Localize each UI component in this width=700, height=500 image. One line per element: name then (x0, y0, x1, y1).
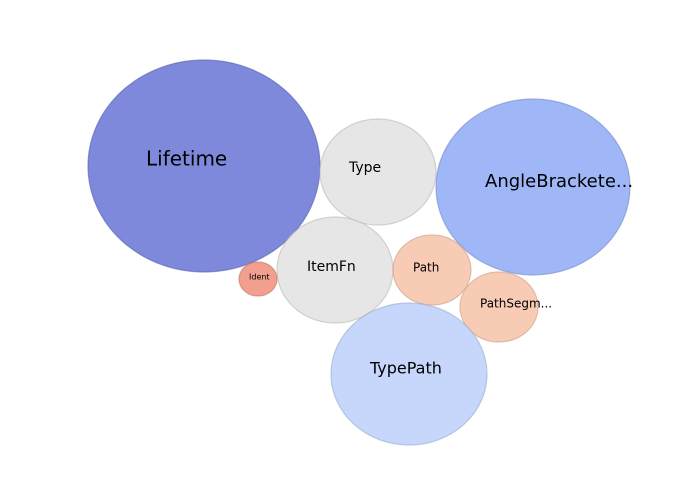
bubble-circle (392, 234, 472, 306)
bubble-type: Type (319, 118, 437, 226)
bubble-label: ItemFn (307, 259, 356, 275)
bubble-circle (238, 261, 278, 297)
bubble-typepath: TypePath (330, 302, 488, 446)
bubble-circle (319, 118, 437, 226)
bubble-label: Lifetime (146, 147, 227, 171)
bubble-label: Path (413, 261, 439, 275)
bubble-circle (435, 98, 631, 276)
bubble-label: TypePath (369, 359, 442, 378)
bubble-label: PathSegm... (480, 297, 552, 311)
bubble-label: Type (348, 160, 381, 176)
bubble-pathsegm: PathSegm... (459, 271, 552, 343)
bubble-anglebrackete: AngleBrackete... (435, 98, 633, 276)
bubble-ident: Ident (238, 261, 278, 297)
bubble-itemfn: ItemFn (276, 216, 394, 324)
bubble-label: Ident (249, 273, 270, 282)
bubble-circle (330, 302, 488, 446)
bubble-circle (459, 271, 539, 343)
bubble-lifetime: Lifetime (87, 59, 321, 273)
bubble-path: Path (392, 234, 472, 306)
bubble-label: AngleBrackete... (485, 171, 633, 192)
